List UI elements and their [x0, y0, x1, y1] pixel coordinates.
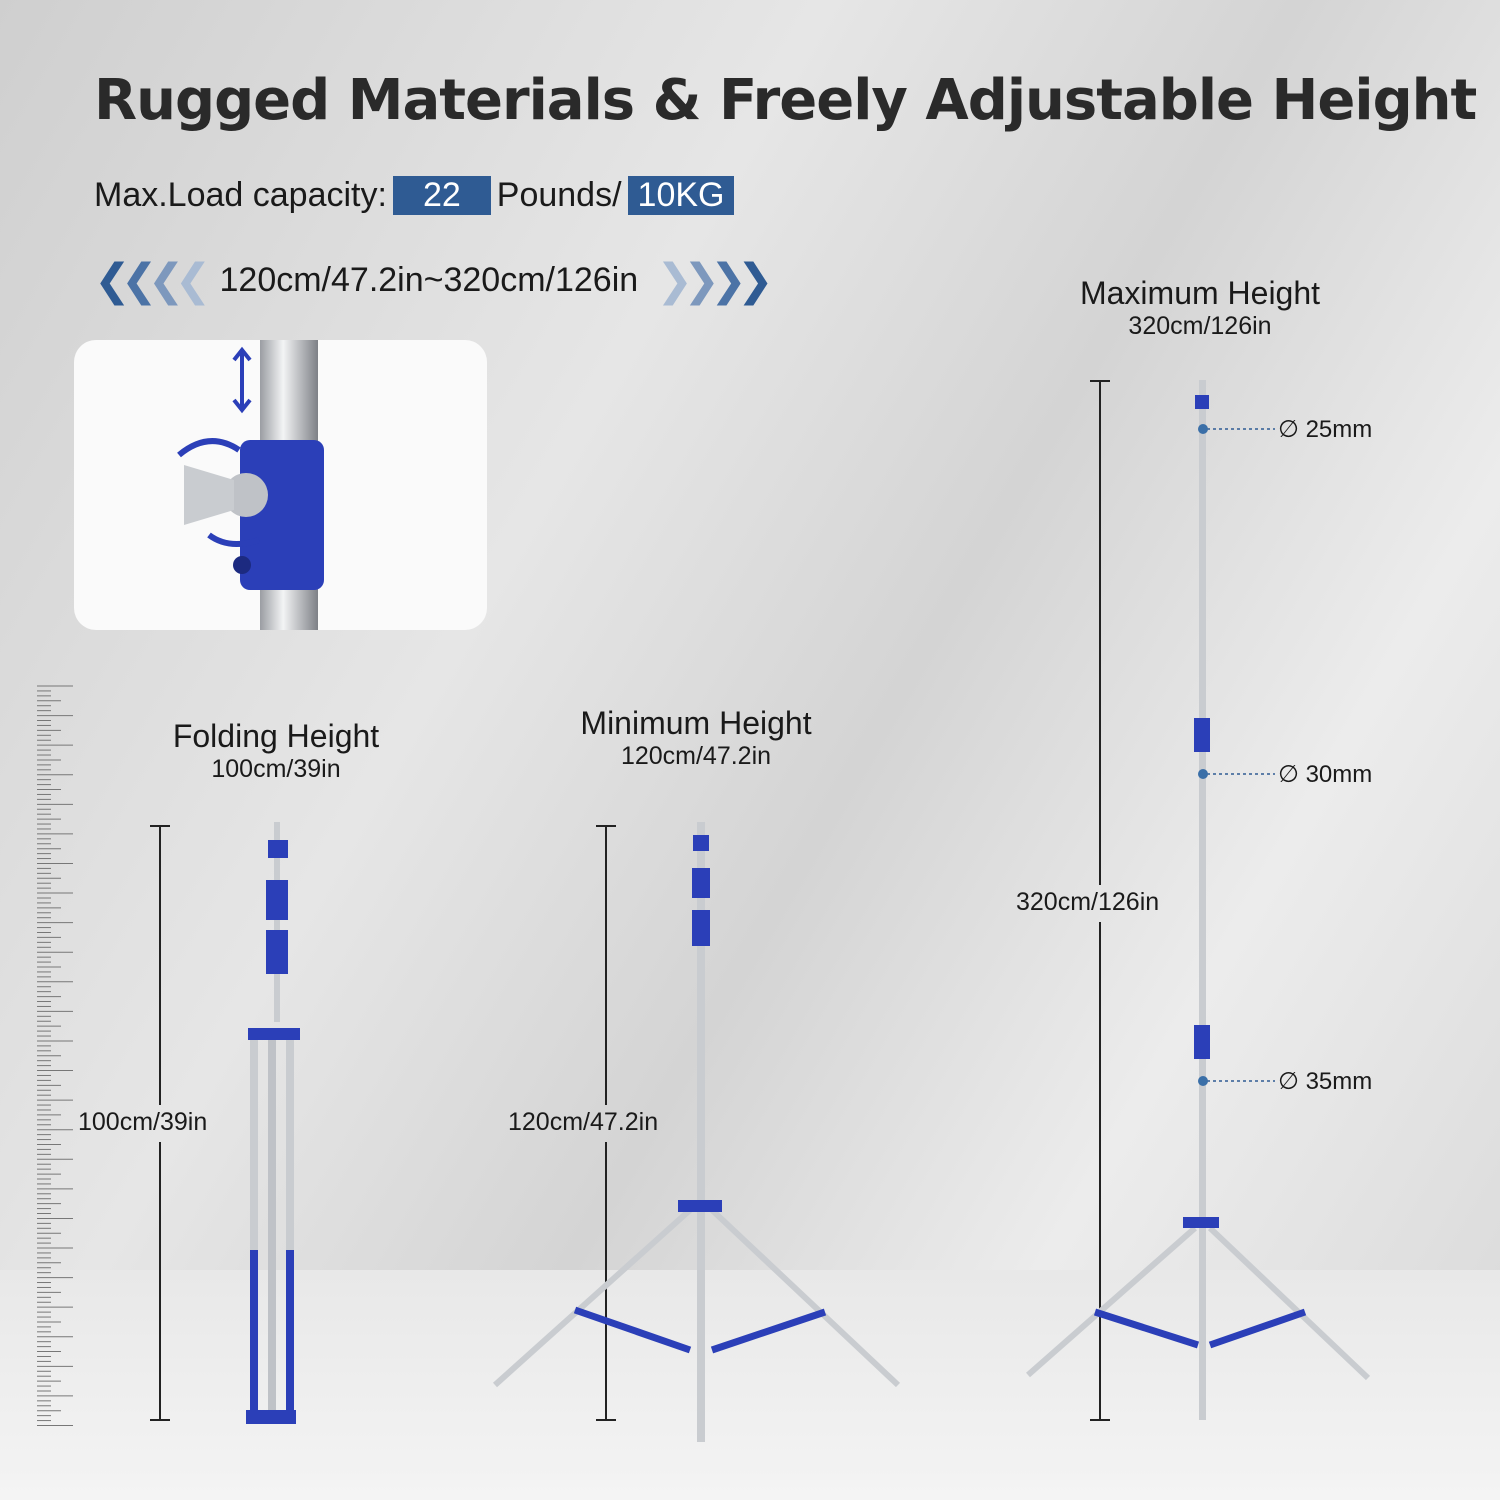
up-down-arrow-icon — [232, 346, 252, 414]
load-capacity: Max.Load capacity: 22 Pounds/ 10KG — [94, 176, 735, 215]
minimum-dimension: 120cm/47.2in — [508, 1108, 659, 1136]
minimum-title: Minimum Height — [580, 705, 812, 741]
pounds-badge: 22 — [392, 176, 491, 215]
diameter-35mm: ∅ 35mm — [1278, 1068, 1373, 1095]
minimum-height-stand — [492, 822, 901, 1442]
maximum-title: Maximum Height — [1079, 275, 1321, 311]
rotate-arrow-icon — [177, 438, 241, 458]
folding-dimension: 100cm/39in — [78, 1108, 208, 1136]
range-text: 120cm/47.2in~320cm/126in — [219, 261, 639, 299]
dimension-lines — [150, 380, 1110, 1421]
maximum-height-stand — [1026, 380, 1371, 1420]
folding-subtitle: 100cm/39in — [211, 755, 341, 783]
page-title: Rugged Materials & Freely Adjustable Hei… — [94, 68, 1477, 133]
rotate-arrow-icon — [207, 532, 260, 547]
pounds-unit: Pounds/ — [496, 176, 622, 214]
diameter-30mm: ∅ 30mm — [1278, 761, 1373, 788]
chevrons-left-icon: ❮❮❮❮ — [94, 256, 211, 305]
diameter-25mm: ∅ 25mm — [1278, 416, 1373, 443]
diameter-dots — [1198, 424, 1208, 1086]
kg-badge: 10KG — [627, 176, 735, 215]
maximum-dimension: 320cm/126in — [1016, 888, 1160, 916]
maximum-height-label: Maximum Height 320cm/126in — [1060, 275, 1340, 341]
minimum-subtitle: 120cm/47.2in — [620, 742, 772, 770]
folding-height-label: Folding Height 100cm/39in — [146, 718, 406, 784]
maximum-subtitle: 320cm/126in — [1128, 312, 1272, 340]
folding-stand — [246, 822, 300, 1424]
ruler-scale — [37, 685, 73, 1426]
diameter-leaders — [1207, 428, 1275, 1082]
minimum-height-label: Minimum Height 120cm/47.2in — [556, 705, 836, 771]
clamp-detail-image — [74, 340, 487, 630]
clamp-illustration — [177, 340, 324, 630]
folding-title: Folding Height — [172, 718, 380, 754]
load-label: Max.Load capacity: — [94, 176, 387, 214]
